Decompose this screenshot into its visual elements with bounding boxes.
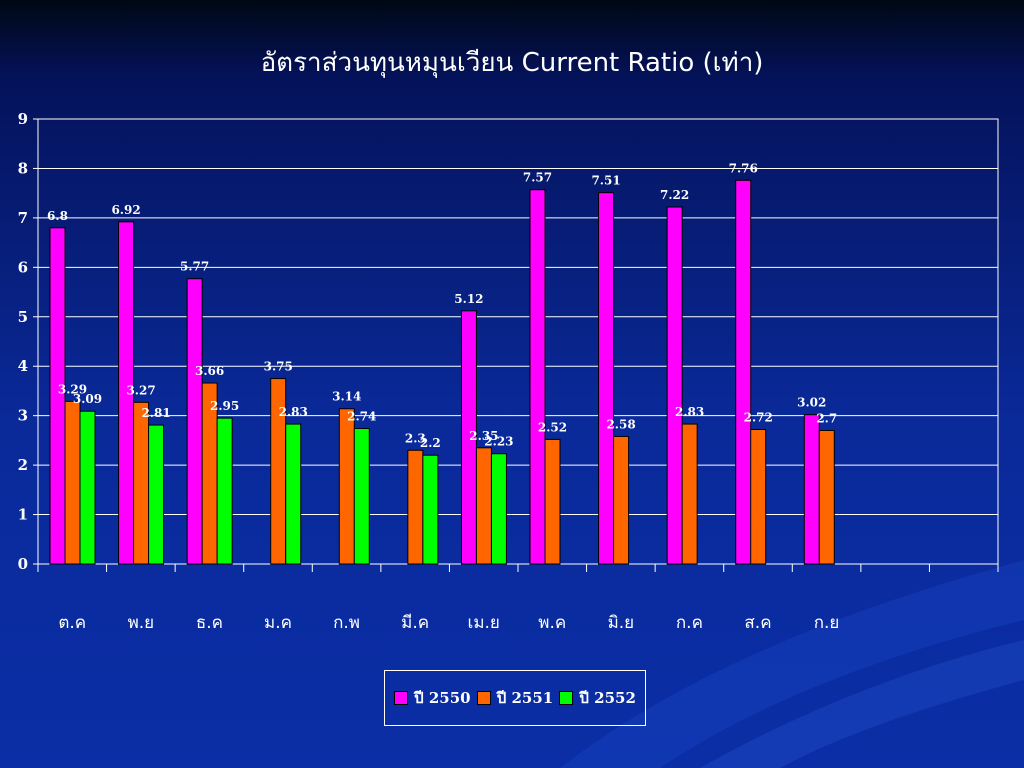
- data-label: 2.35: [469, 429, 498, 443]
- bar: [133, 401, 150, 565]
- bar: [422, 454, 439, 565]
- y-tick-label: 7: [18, 209, 28, 227]
- legend-label-2550: ปี 2550: [414, 689, 471, 707]
- y-tick-label: 0: [18, 555, 28, 573]
- bar: [735, 179, 752, 565]
- legend-swatch-2550: [394, 691, 409, 705]
- data-label: 5.77: [180, 260, 209, 274]
- bar: [750, 429, 767, 565]
- bar: [460, 310, 477, 565]
- data-label: 2.58: [606, 417, 635, 431]
- data-label: 3.66: [195, 364, 224, 378]
- y-tick-label: 8: [18, 159, 28, 177]
- y-tick-label: 9: [18, 110, 28, 128]
- bar: [216, 417, 233, 565]
- data-label: 7.57: [523, 171, 552, 185]
- bar: [353, 428, 370, 565]
- chart-title: อัตราส่วนทุนหมุนเวียน Current Ratio (เท่…: [260, 48, 764, 78]
- bar: [818, 430, 835, 565]
- x-tick-label: มี.ค: [401, 613, 429, 633]
- data-label: 2.81: [141, 406, 170, 420]
- data-label: 5.12: [454, 292, 483, 306]
- legend-swatch-2551: [476, 691, 491, 705]
- bar: [407, 449, 424, 565]
- bar: [529, 189, 546, 565]
- x-tick-label: ก.พ: [333, 613, 360, 633]
- bar: [803, 414, 820, 565]
- data-label: 7.22: [660, 188, 689, 202]
- plot-area: [37, 118, 999, 565]
- bar: [79, 410, 96, 565]
- bar: [613, 435, 630, 565]
- y-tick-label: 3: [18, 407, 28, 425]
- x-tick-label: พ.ค: [538, 613, 566, 633]
- x-tick-label: ส.ค: [744, 613, 771, 633]
- data-label: 2.52: [538, 420, 567, 434]
- bar: [338, 408, 355, 565]
- bar: [490, 453, 507, 565]
- data-label: 2.2: [420, 436, 441, 450]
- legend-item-2552: ปี 2552: [559, 686, 636, 710]
- bar: [118, 221, 135, 565]
- y-tick-label: 5: [18, 308, 28, 326]
- data-label: 3.09: [73, 392, 102, 406]
- data-label: 3.14: [332, 390, 361, 404]
- data-label: 3.27: [126, 383, 155, 397]
- data-label: 2.95: [210, 399, 239, 413]
- bar: [475, 447, 492, 565]
- x-tick-label: พ.ย: [128, 613, 155, 633]
- data-label: 2.7: [816, 412, 837, 426]
- data-label: 2.83: [279, 405, 308, 419]
- x-tick-label: ม.ค: [264, 613, 292, 633]
- data-label: 6.92: [111, 203, 140, 217]
- y-tick-label: 2: [18, 456, 28, 474]
- bar: [148, 424, 165, 565]
- x-tick-label: ธ.ค: [196, 613, 223, 633]
- x-tick-label: ก.ค: [676, 613, 703, 633]
- data-label: 2.72: [744, 411, 773, 425]
- y-tick-label: 1: [18, 506, 28, 524]
- bar: [666, 206, 683, 565]
- y-tick-label: 4: [18, 357, 28, 375]
- bar: [285, 423, 302, 565]
- legend-swatch-2552: [559, 691, 574, 705]
- data-label: 6.8: [47, 209, 68, 223]
- bar: [544, 438, 561, 565]
- legend-label-2552: ปี 2552: [579, 689, 636, 707]
- data-label: 7.76: [729, 161, 758, 175]
- x-tick-label: ต.ค: [58, 613, 86, 633]
- x-tick-label: เม.ย: [468, 613, 500, 633]
- data-label: 3.29: [58, 382, 87, 396]
- data-label: 2.74: [347, 410, 376, 424]
- legend-item-2550: ปี 2550: [394, 686, 471, 710]
- bar: [681, 423, 698, 565]
- bar: [64, 400, 81, 565]
- bar: [186, 278, 203, 565]
- legend-label-2551: ปี 2551: [496, 689, 554, 707]
- legend: ปี 2550 ปี 2551 ปี 2552: [384, 670, 646, 726]
- bar: [49, 227, 66, 565]
- data-label: 2.3: [405, 431, 426, 445]
- data-label: 3.75: [264, 360, 293, 374]
- data-label: 7.51: [591, 174, 620, 188]
- legend-item-2551: ปี 2551: [476, 686, 554, 710]
- bar: [598, 192, 615, 565]
- data-label: 2.23: [484, 435, 513, 449]
- x-tick-label: ก.ย: [814, 613, 840, 633]
- data-label: 3.02: [797, 396, 826, 410]
- y-tick-label: 6: [18, 258, 28, 276]
- data-label: 2.83: [675, 405, 704, 419]
- x-tick-label: มิ.ย: [608, 613, 635, 633]
